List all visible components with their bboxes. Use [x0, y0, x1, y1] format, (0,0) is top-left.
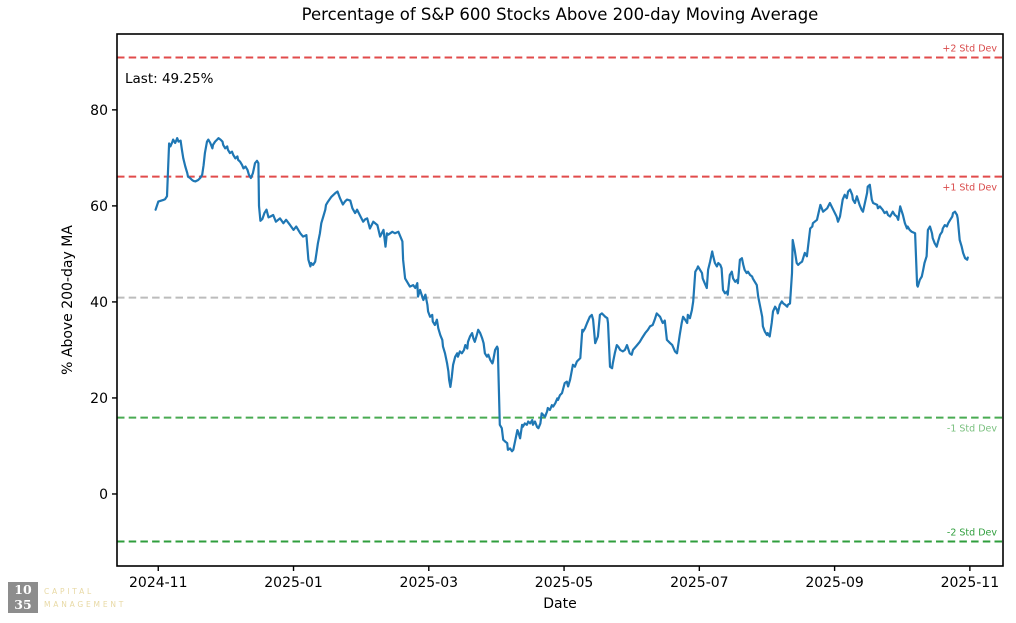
- logo-number-top: 10: [14, 582, 32, 597]
- x-axis-tick-label: 2025-01: [264, 575, 323, 591]
- logo-word-management: MANAGEMENT: [44, 599, 127, 609]
- x-axis-tick-label: 2025-03: [400, 575, 459, 591]
- x-axis-tick-label: 2025-11: [941, 575, 1000, 591]
- y-axis-tick-label: 20: [90, 391, 108, 407]
- std-dev-label-plus2: +2 Std Dev: [942, 44, 997, 55]
- x-axis-tick-label: 2025-09: [805, 575, 864, 591]
- y-axis-tick-label: 60: [90, 199, 108, 215]
- logo-wordmark: CAPITAL MANAGEMENT: [44, 586, 126, 611]
- std-dev-label-plus1: +1 Std Dev: [942, 183, 997, 194]
- std-dev-label-minus2: -2 Std Dev: [947, 528, 997, 539]
- plot-spines: [116, 33, 1004, 567]
- logo-word-capital: CAPITAL: [44, 587, 95, 596]
- std-dev-label-minus1: -1 Std Dev: [947, 424, 997, 435]
- y-axis-tick-label: 40: [90, 295, 108, 311]
- x-axis-label: Date: [543, 596, 577, 612]
- x-axis-tick-label: 2025-05: [535, 575, 594, 591]
- logo-1035-mark: 10 35: [8, 582, 38, 613]
- last-value-annotation: Last: 49.25%: [125, 71, 214, 87]
- chart-title: Percentage of S&P 600 Stocks Above 200-d…: [301, 5, 819, 24]
- company-logo: 10 35 CAPITAL MANAGEMENT: [8, 582, 126, 613]
- x-axis-tick-label: 2025-07: [670, 575, 729, 591]
- series-line: [154, 137, 969, 453]
- x-axis-tick-label: 2024-11: [129, 575, 188, 591]
- y-axis-tick-label: 0: [99, 487, 108, 503]
- y-axis-tick-label: 80: [90, 103, 108, 119]
- logo-number-bottom: 35: [14, 597, 32, 612]
- y-axis-label: % Above 200-day MA: [60, 225, 76, 375]
